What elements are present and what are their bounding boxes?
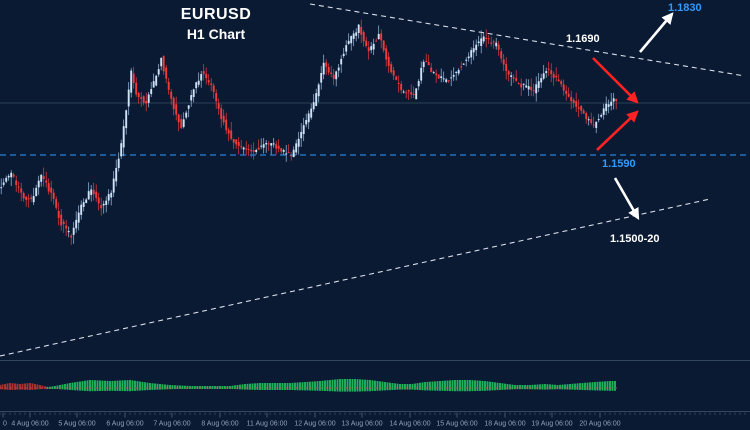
red-converge-down-arrow: [592, 57, 639, 104]
svg-text:11 Aug 06:00: 11 Aug 06:00: [247, 421, 288, 428]
trendlines-layer: [0, 3, 750, 357]
svg-text:8 Aug 06:00: 8 Aug 06:00: [201, 421, 238, 428]
candles-layer: [0, 19, 618, 245]
svg-text:12 Aug 06:00: 12 Aug 06:00: [294, 421, 335, 428]
svg-text:6 Aug 06:00: 6 Aug 06:00: [106, 421, 143, 428]
svg-text:15 Aug 06:00: 15 Aug 06:00: [436, 421, 477, 428]
white-breakout-up-arrow: [639, 12, 674, 53]
axis-layer: 0 4 Aug 06:00 5 Aug 06:00 6 Aug 06:00 7 Aug …: [0, 360, 750, 428]
svg-text:0: 0: [3, 421, 7, 428]
red-converge-up-arrow: [596, 110, 639, 151]
svg-text:20 Aug 06:00: 20 Aug 06:00: [579, 421, 620, 428]
white-breakdown-arrow: [613, 177, 640, 221]
svg-text:5 Aug 06:00: 5 Aug 06:00: [58, 421, 95, 428]
arrows-layer: [592, 12, 674, 221]
svg-text:18 Aug 06:00: 18 Aug 06:00: [484, 421, 525, 428]
svg-text:14 Aug 06:00: 14 Aug 06:00: [389, 421, 430, 428]
indicator-layer: [0, 379, 620, 392]
svg-text:13 Aug 06:00: 13 Aug 06:00: [341, 421, 382, 428]
svg-text:19 Aug 06:00: 19 Aug 06:00: [531, 421, 572, 428]
svg-text:4 Aug 06:00: 4 Aug 06:00: [11, 421, 48, 428]
svg-text:7 Aug 06:00: 7 Aug 06:00: [153, 421, 190, 428]
